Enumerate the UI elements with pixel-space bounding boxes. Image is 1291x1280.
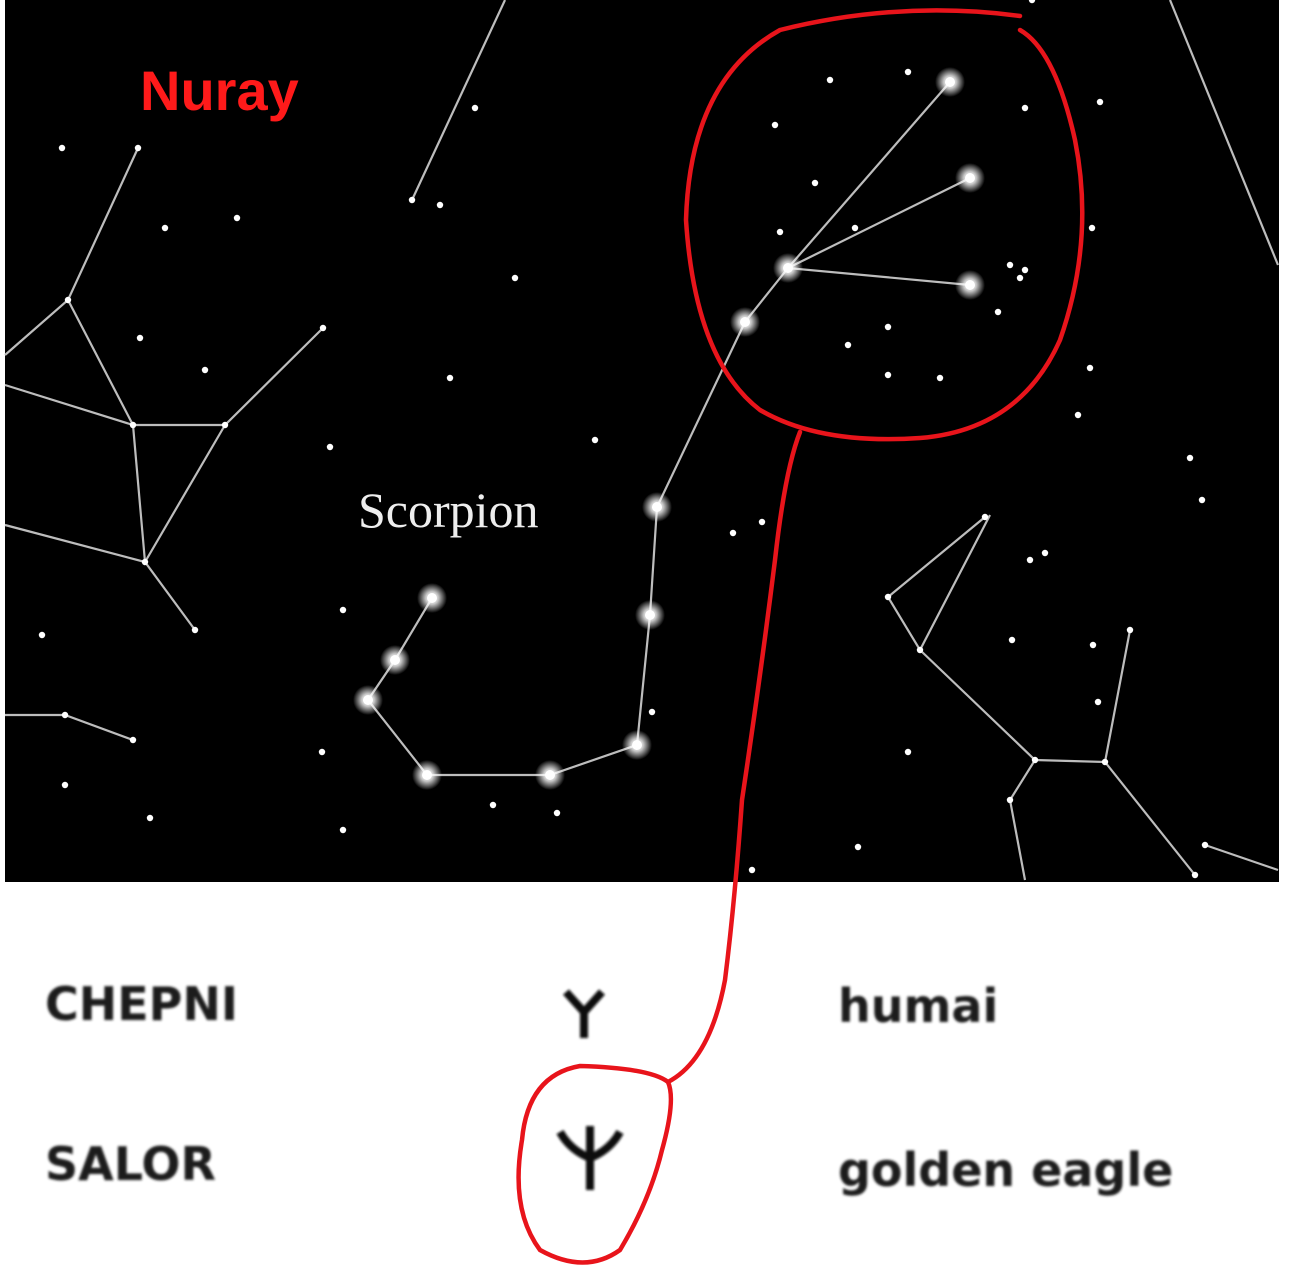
bird-name: golden eagle xyxy=(838,1143,1173,1197)
star xyxy=(1042,550,1048,556)
star xyxy=(649,709,655,715)
star xyxy=(852,225,858,231)
star xyxy=(982,514,988,520)
star xyxy=(995,309,1001,315)
star xyxy=(65,297,71,303)
star xyxy=(472,105,478,111)
star xyxy=(1027,557,1033,563)
star xyxy=(162,225,168,231)
star xyxy=(1090,642,1096,648)
star xyxy=(1187,455,1193,461)
star xyxy=(885,324,891,330)
star xyxy=(740,317,750,327)
star xyxy=(1007,262,1013,268)
star xyxy=(1202,842,1208,848)
star xyxy=(937,375,943,381)
star xyxy=(945,77,955,87)
tamga-symbol xyxy=(560,1126,620,1190)
star xyxy=(1022,267,1028,273)
star xyxy=(409,197,415,203)
star xyxy=(1032,757,1038,763)
star xyxy=(772,122,778,128)
star xyxy=(1102,759,1108,765)
star xyxy=(222,422,228,428)
bird-name: humai xyxy=(838,979,998,1033)
star xyxy=(130,737,136,743)
star xyxy=(1007,797,1013,803)
star xyxy=(1192,872,1198,878)
star xyxy=(512,275,518,281)
star xyxy=(142,559,148,565)
star xyxy=(905,69,911,75)
tamga-symbol xyxy=(566,992,602,1038)
star xyxy=(1009,637,1015,643)
star xyxy=(905,749,911,755)
star xyxy=(490,802,496,808)
star xyxy=(192,627,198,633)
highlight-circle xyxy=(519,1066,671,1263)
star xyxy=(437,202,443,208)
star xyxy=(827,77,833,83)
star xyxy=(545,770,555,780)
star xyxy=(965,173,975,183)
star xyxy=(749,867,755,873)
star xyxy=(592,437,598,443)
star xyxy=(1089,225,1095,231)
star xyxy=(319,749,325,755)
star xyxy=(340,827,346,833)
star xyxy=(390,655,400,665)
star xyxy=(137,335,143,341)
star xyxy=(130,422,136,428)
star xyxy=(917,647,923,653)
star xyxy=(1127,627,1133,633)
star xyxy=(234,215,240,221)
constellation-label: Scorpion xyxy=(358,482,539,538)
star xyxy=(965,280,975,290)
star xyxy=(1022,105,1028,111)
star xyxy=(447,375,453,381)
star xyxy=(62,712,68,718)
star xyxy=(340,607,346,613)
star xyxy=(554,810,560,816)
star xyxy=(59,145,65,151)
star xyxy=(632,740,642,750)
star xyxy=(62,782,68,788)
star xyxy=(783,263,793,273)
star xyxy=(812,180,818,186)
star xyxy=(845,342,851,348)
star xyxy=(855,844,861,850)
star xyxy=(645,610,655,620)
star xyxy=(885,594,891,600)
table: CHEPNI humai SALOR golden eagle xyxy=(45,977,1173,1197)
tribe-name: SALOR xyxy=(45,1137,216,1191)
star xyxy=(777,229,783,235)
page: Nuray Scorpion CHEPNI humai SALOR golden… xyxy=(0,0,1291,1280)
star xyxy=(363,695,373,705)
star xyxy=(320,325,326,331)
star xyxy=(730,530,736,536)
star xyxy=(135,145,141,151)
star xyxy=(39,632,45,638)
star xyxy=(327,444,333,450)
star xyxy=(885,372,891,378)
star xyxy=(422,770,432,780)
star xyxy=(1095,699,1101,705)
star xyxy=(202,367,208,373)
star xyxy=(427,593,437,603)
star xyxy=(1087,365,1093,371)
tribe-name: CHEPNI xyxy=(45,977,238,1031)
scene: Nuray Scorpion CHEPNI humai SALOR golden… xyxy=(0,0,1291,1280)
star xyxy=(652,502,662,512)
star xyxy=(1097,99,1103,105)
star xyxy=(1075,412,1081,418)
star xyxy=(1199,497,1205,503)
star xyxy=(1017,275,1023,281)
star xyxy=(759,519,765,525)
star xyxy=(147,815,153,821)
title: Nuray xyxy=(140,59,299,122)
